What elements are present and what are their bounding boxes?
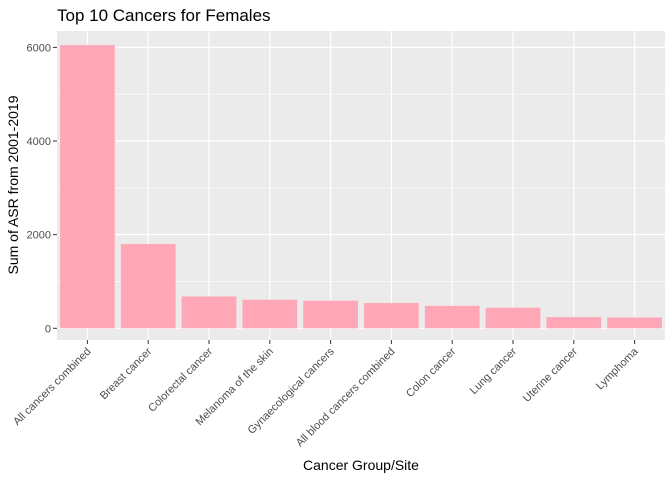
- bar: [60, 45, 115, 329]
- bar: [546, 317, 602, 329]
- bar: [181, 296, 237, 329]
- x-axis-title: Cancer Group/Site: [303, 457, 419, 473]
- bars: [60, 45, 662, 329]
- bar: [364, 303, 419, 329]
- y-tick-label: 4000: [27, 136, 51, 148]
- chart-title: Top 10 Cancers for Females: [57, 6, 271, 25]
- y-tick-label: 2000: [27, 230, 51, 242]
- bar: [607, 317, 662, 329]
- bar: [242, 299, 298, 329]
- y-axis: 0 2000 4000 6000: [27, 42, 57, 335]
- bar: [485, 307, 541, 329]
- bar: [424, 305, 480, 329]
- y-tick-label: 0: [45, 323, 51, 335]
- y-tick-label: 6000: [27, 42, 51, 54]
- bar: [120, 244, 176, 329]
- bar: [303, 300, 358, 329]
- y-axis-title: Sum of ASR from 2001-2019: [5, 95, 21, 274]
